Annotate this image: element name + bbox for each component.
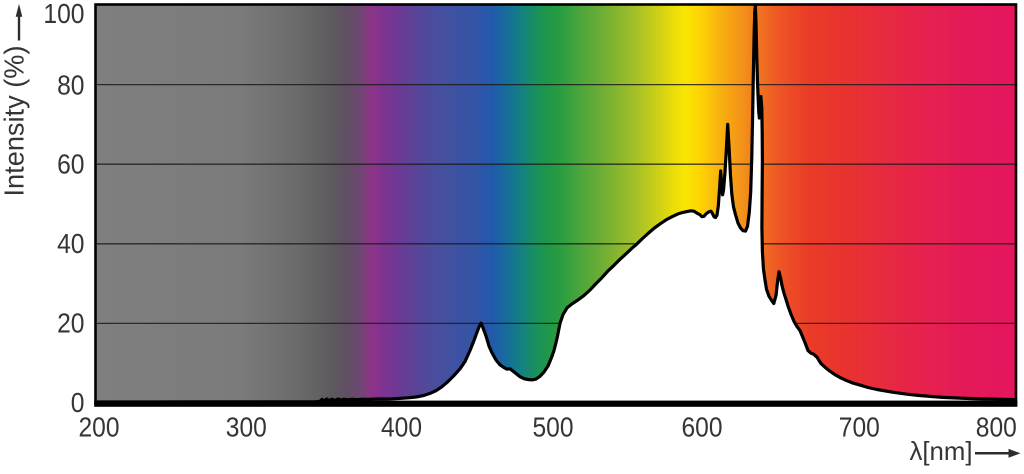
svg-text:0: 0: [71, 387, 85, 418]
svg-text:20: 20: [57, 308, 84, 339]
svg-text:Intensity (%): Intensity (%): [0, 46, 30, 197]
svg-text:80: 80: [57, 70, 84, 101]
svg-text:400: 400: [381, 411, 422, 442]
svg-text:600: 600: [682, 411, 723, 442]
svg-text:700: 700: [839, 411, 880, 442]
svg-text:100: 100: [43, 0, 84, 29]
svg-text:300: 300: [226, 411, 267, 442]
svg-text:500: 500: [533, 411, 574, 442]
svg-text:60: 60: [57, 149, 84, 180]
svg-text:800: 800: [976, 411, 1017, 442]
svg-text:40: 40: [57, 228, 84, 259]
svg-text:λ[nm]: λ[nm]: [910, 436, 973, 466]
svg-text:200: 200: [79, 411, 120, 442]
